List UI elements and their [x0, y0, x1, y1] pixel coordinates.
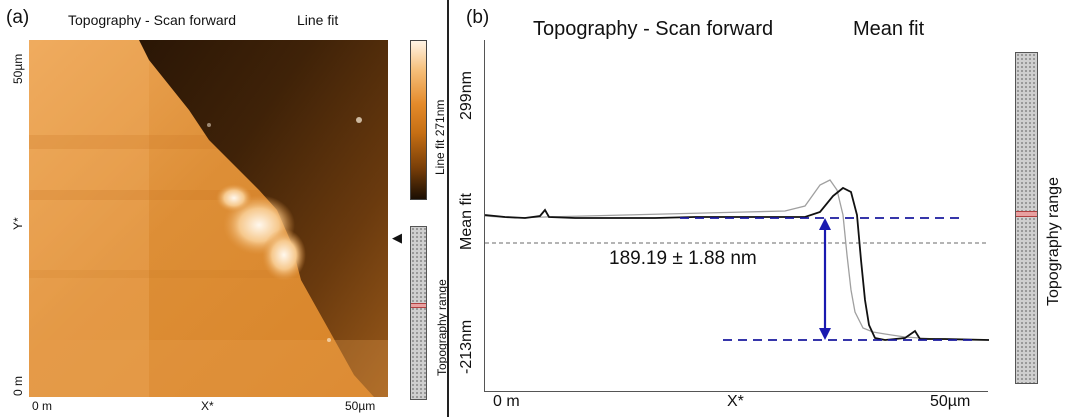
measured-profile-line	[484, 186, 990, 341]
topography-image[interactable]	[29, 40, 388, 397]
arrow-head-down-icon	[819, 328, 831, 340]
topography-surface	[29, 40, 388, 397]
panel-a-x-left-tick: 0 m	[32, 399, 53, 413]
range-slider-handle-b[interactable]	[1016, 211, 1037, 217]
range-pointer-arrow-icon[interactable]: ◀	[392, 230, 402, 245]
arrow-head-up-icon	[819, 218, 831, 230]
reference-profile-line	[484, 179, 989, 341]
range-slider-handle[interactable]	[411, 303, 426, 308]
profile-plot-area[interactable]: 189.19 ± 1.88 nm	[484, 40, 990, 392]
topography-range-slider-b[interactable]	[1015, 52, 1038, 384]
panel-a-title: Topography - Scan forward	[68, 12, 237, 28]
panel-a-fit-mode: Line fit	[297, 12, 339, 28]
panel-a-x-axis-label: X*	[201, 399, 214, 413]
panel-b-y-bottom-tick: -213nm	[458, 319, 475, 374]
step-height-annotation: 189.19 ± 1.88 nm	[609, 248, 757, 269]
panel-b-x-right-tick: 50µm	[930, 393, 971, 410]
panel-b-y-top-tick: 299nm	[458, 71, 475, 120]
panel-a-y-bottom-tick: 0 m	[11, 375, 25, 396]
panel-a-y-axis-label: Y*	[11, 217, 25, 230]
panel-a-x-right-tick: 50µm	[345, 399, 376, 413]
panel-a-y-top-tick: 50µm	[11, 53, 25, 84]
panel-b-x-axis-label: X*	[727, 393, 744, 410]
panel-b-range-label: Topography range	[1045, 177, 1062, 306]
panel-b-y-axis-label: Mean fit	[458, 193, 475, 250]
panel-a-label: (a)	[6, 7, 30, 28]
panel-b-label: (b)	[466, 7, 490, 28]
panel-b-fit-mode: Mean fit	[853, 18, 925, 40]
panel-b-title: Topography - Scan forward	[533, 18, 774, 40]
profile-plot	[484, 179, 990, 341]
panel-divider	[447, 0, 449, 417]
topography-range-slider[interactable]	[410, 226, 427, 400]
color-scale-bar	[410, 40, 427, 200]
colorbar-label: Line fit 271nm	[433, 99, 447, 175]
panel-b-x-left-tick: 0 m	[493, 393, 520, 410]
